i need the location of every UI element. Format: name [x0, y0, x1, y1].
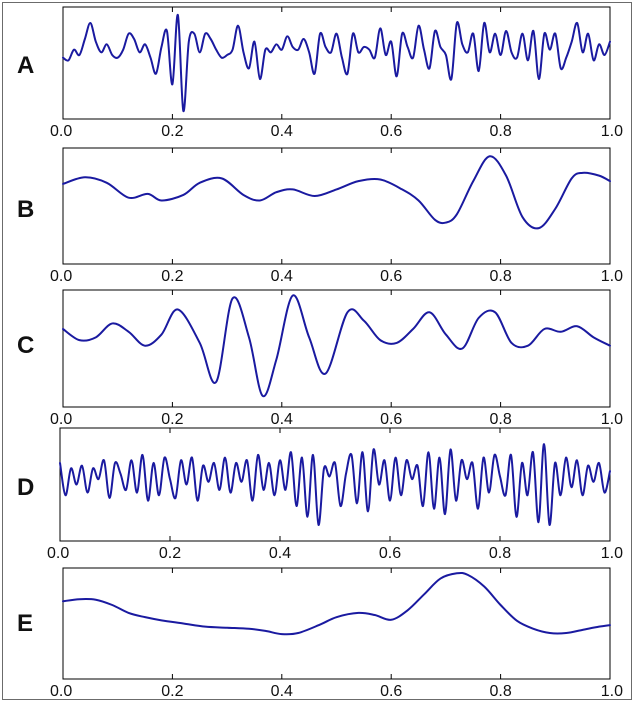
panel-c-x-tick-label: 0.0 — [50, 411, 72, 428]
panel-e-series-line — [62, 571, 611, 636]
panel-e-x-tick-label: 0.8 — [489, 683, 511, 700]
panel-b-x-tick-label: 0.8 — [489, 268, 511, 285]
panel-d-axes-box — [59, 427, 611, 542]
panel-a-series-line — [62, 13, 611, 113]
panel-a-x-tick-label: 0.8 — [489, 123, 511, 140]
panel-b-x-tick-label: 0.2 — [161, 268, 183, 285]
panel-d-x-tick-label: 0.2 — [159, 545, 181, 562]
panel-e-x-tick-label: 0.4 — [271, 683, 293, 700]
panel-e-axes-box — [62, 567, 611, 680]
panel-e-x-tick-label: 0.0 — [50, 683, 72, 700]
panel-b-axes-box — [62, 147, 611, 265]
panel-d-x-tick-label: 0.8 — [489, 545, 511, 562]
panel-a-x-tick-label: 1.0 — [601, 123, 623, 140]
panel-a-x-tick-label: 0.0 — [50, 123, 72, 140]
panel-d-x-tick-label: 1.0 — [601, 545, 623, 562]
panel-a-x-tick-label: 0.2 — [161, 123, 183, 140]
chart-svg: A 0.0 0.2 0.4 0.6 0.8 1.0 B 0.0 0.2 0.4 0.6 0.8 1.0 C 0… — [17, 6, 623, 700]
panel-d-x-tick-label: 0.6 — [379, 545, 401, 562]
panel-d-x-tick-label: 0.4 — [269, 545, 291, 562]
panel-c-axes-box — [62, 289, 611, 408]
panel-e-x-tick-label: 0.2 — [161, 683, 183, 700]
panel-b-x-tick-label: 0.6 — [380, 268, 402, 285]
panel-d-label: D — [17, 474, 34, 501]
panel-c-x-tick-label: 0.2 — [161, 411, 183, 428]
panel-c-x-tick-label: 0.8 — [489, 411, 511, 428]
panel-c-series-line — [62, 294, 611, 398]
panel-b-x-tick-label: 0.4 — [271, 268, 293, 285]
panel-b-x-tick-label: 0.0 — [50, 268, 72, 285]
figure-frame: A 0.0 0.2 0.4 0.6 0.8 1.0 B 0.0 0.2 0.4 0.6 0.8 1.0 C 0… — [2, 2, 632, 700]
panel-a-x-tick-label: 0.4 — [271, 123, 293, 140]
panel-a-axes-box — [62, 6, 611, 120]
panel-b-label: B — [17, 196, 34, 223]
panel-b-x-tick-label: 1.0 — [601, 268, 623, 285]
panel-a-label: A — [17, 52, 34, 79]
panel-e-x-tick-label: 1.0 — [601, 683, 623, 700]
panel-c-x-tick-label: 0.4 — [271, 411, 293, 428]
panel-e-label: E — [17, 610, 33, 637]
panel-a-x-tick-label: 0.6 — [380, 123, 402, 140]
panel-c-x-tick-label: 1.0 — [601, 411, 623, 428]
panel-e-x-tick-label: 0.6 — [380, 683, 402, 700]
panel-c-x-tick-label: 0.6 — [380, 411, 402, 428]
panel-d-series-line — [59, 443, 611, 526]
panel-b-series-line — [62, 155, 611, 230]
panel-d-x-tick-label: 0.0 — [47, 545, 69, 562]
panel-c-label: C — [17, 332, 34, 359]
